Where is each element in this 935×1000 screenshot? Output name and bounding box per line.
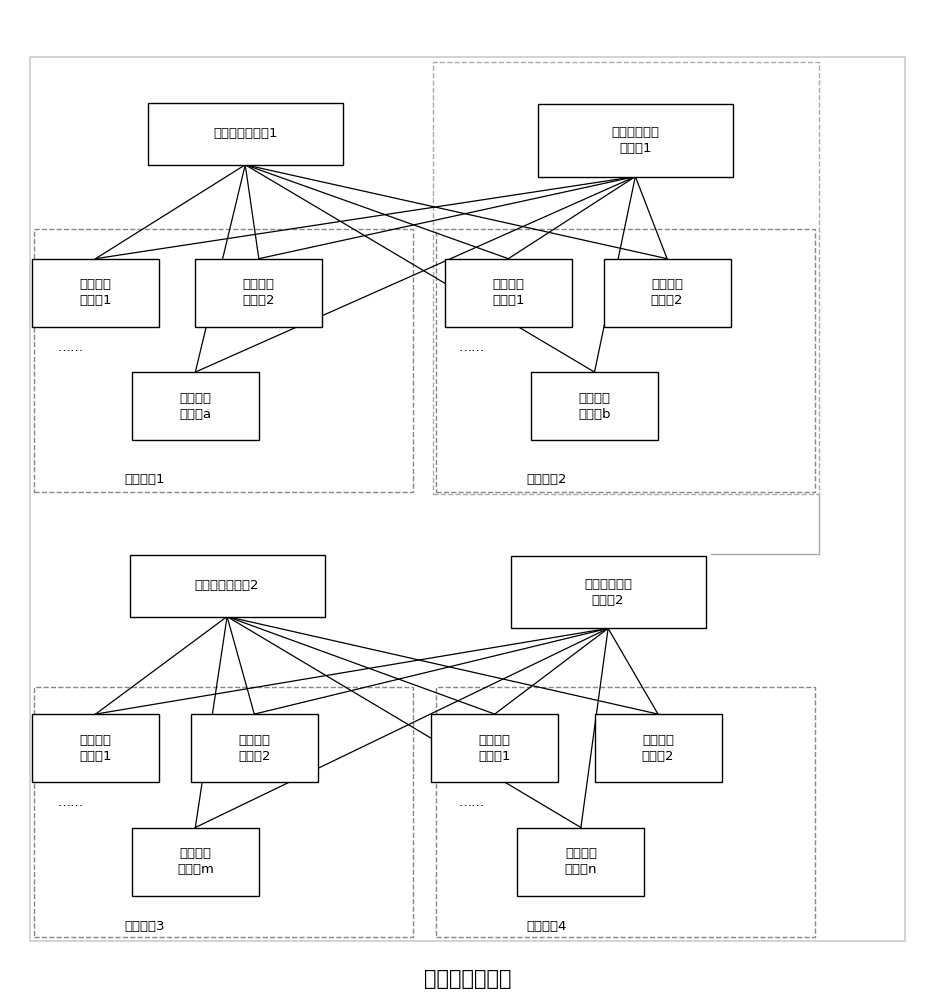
Bar xyxy=(32,259,159,327)
Bar xyxy=(32,714,159,782)
Bar xyxy=(34,229,413,492)
Text: 存储节点
服务器b: 存储节点 服务器b xyxy=(578,392,611,421)
Text: 存储集群1: 存储集群1 xyxy=(124,473,165,486)
Bar xyxy=(436,229,815,492)
Text: 存储质量控制
服务器1: 存储质量控制 服务器1 xyxy=(611,126,659,155)
Bar xyxy=(511,556,706,628)
Text: 存储节点
服务器1: 存储节点 服务器1 xyxy=(479,734,511,763)
Text: 存储节点
服务器a: 存储节点 服务器a xyxy=(180,392,211,421)
Text: 分布式存储系统: 分布式存储系统 xyxy=(424,969,511,989)
Bar xyxy=(538,104,733,177)
Bar xyxy=(191,714,318,782)
Text: 存储节点
服务器m: 存储节点 服务器m xyxy=(177,847,214,876)
Text: ……: …… xyxy=(458,341,484,354)
Bar xyxy=(445,259,572,327)
Bar xyxy=(130,555,324,617)
Text: ……: …… xyxy=(458,796,484,809)
Text: 存储集群3: 存储集群3 xyxy=(124,920,165,933)
Text: 存储节点
服务器1: 存储节点 服务器1 xyxy=(79,278,112,307)
Text: 存储节点
服务器2: 存储节点 服务器2 xyxy=(238,734,270,763)
Bar xyxy=(436,687,815,937)
Text: 存储节点
服务器1: 存储节点 服务器1 xyxy=(492,278,525,307)
Text: 存储节点
服务器2: 存储节点 服务器2 xyxy=(651,278,683,307)
Bar xyxy=(517,828,644,896)
Bar xyxy=(531,372,658,440)
Bar xyxy=(431,714,558,782)
Bar xyxy=(595,714,722,782)
Text: 存储质量控制
服务器2: 存储质量控制 服务器2 xyxy=(584,578,632,607)
Text: 指标监控服务器2: 指标监控服务器2 xyxy=(194,579,259,592)
Bar xyxy=(148,103,343,165)
Text: 存储节点
服务器1: 存储节点 服务器1 xyxy=(79,734,112,763)
Text: ……: …… xyxy=(57,796,84,809)
Bar xyxy=(433,62,819,494)
Text: 存储节点
服务器2: 存储节点 服务器2 xyxy=(242,278,275,307)
Bar xyxy=(195,259,323,327)
Text: ……: …… xyxy=(57,341,84,354)
Text: 存储集群2: 存储集群2 xyxy=(526,473,567,486)
Bar xyxy=(34,687,413,937)
Text: 存储节点
服务器2: 存储节点 服务器2 xyxy=(641,734,674,763)
Bar xyxy=(604,259,730,327)
Text: 存储集群4: 存储集群4 xyxy=(526,920,567,933)
Bar xyxy=(132,372,259,440)
Text: 存储节点
服务器n: 存储节点 服务器n xyxy=(565,847,597,876)
Text: 指标监控服务器1: 指标监控服务器1 xyxy=(213,127,278,140)
Bar xyxy=(132,828,259,896)
